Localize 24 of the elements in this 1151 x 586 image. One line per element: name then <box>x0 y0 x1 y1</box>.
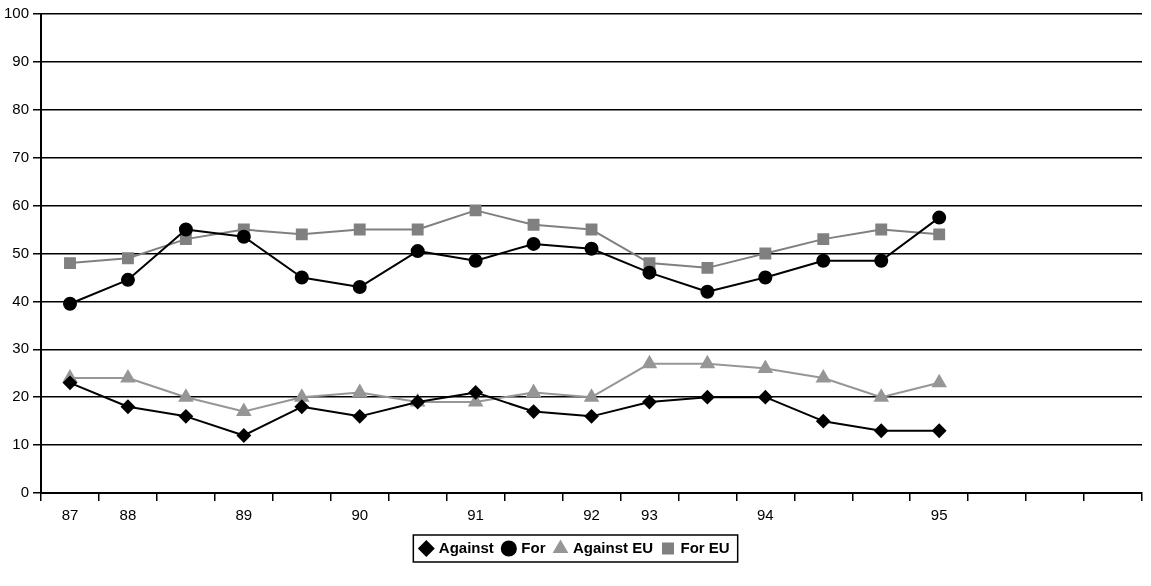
y-tick-label: 40 <box>12 291 30 309</box>
x-tick-label: 89 <box>235 506 253 524</box>
y-tick-label: 70 <box>12 147 30 165</box>
y-tick-label: 90 <box>12 52 30 70</box>
y-tick-label: 30 <box>12 339 30 357</box>
x-tick-label: 95 <box>930 506 948 524</box>
legend-label: For EU <box>680 538 730 556</box>
x-tick-label: 93 <box>641 506 658 524</box>
legend-label: Against EU <box>573 538 654 556</box>
x-tick-label: 91 <box>467 506 484 524</box>
x-tick-label: 87 <box>61 506 79 524</box>
y-tick-label: 0 <box>20 483 30 501</box>
y-tick-label: 50 <box>12 243 30 261</box>
x-tick-label: 92 <box>583 506 600 524</box>
y-tick-label: 20 <box>12 387 30 405</box>
legend-label: Against <box>438 538 494 556</box>
legend-label: For <box>521 538 546 556</box>
y-tick-label: 60 <box>12 195 30 213</box>
x-tick-label: 88 <box>119 506 137 524</box>
y-tick-label: 100 <box>4 4 30 22</box>
y-tick-label: 10 <box>12 435 30 453</box>
y-tick-label: 80 <box>12 99 30 117</box>
x-tick-label: 94 <box>757 506 774 524</box>
x-tick-label: 90 <box>351 506 369 524</box>
